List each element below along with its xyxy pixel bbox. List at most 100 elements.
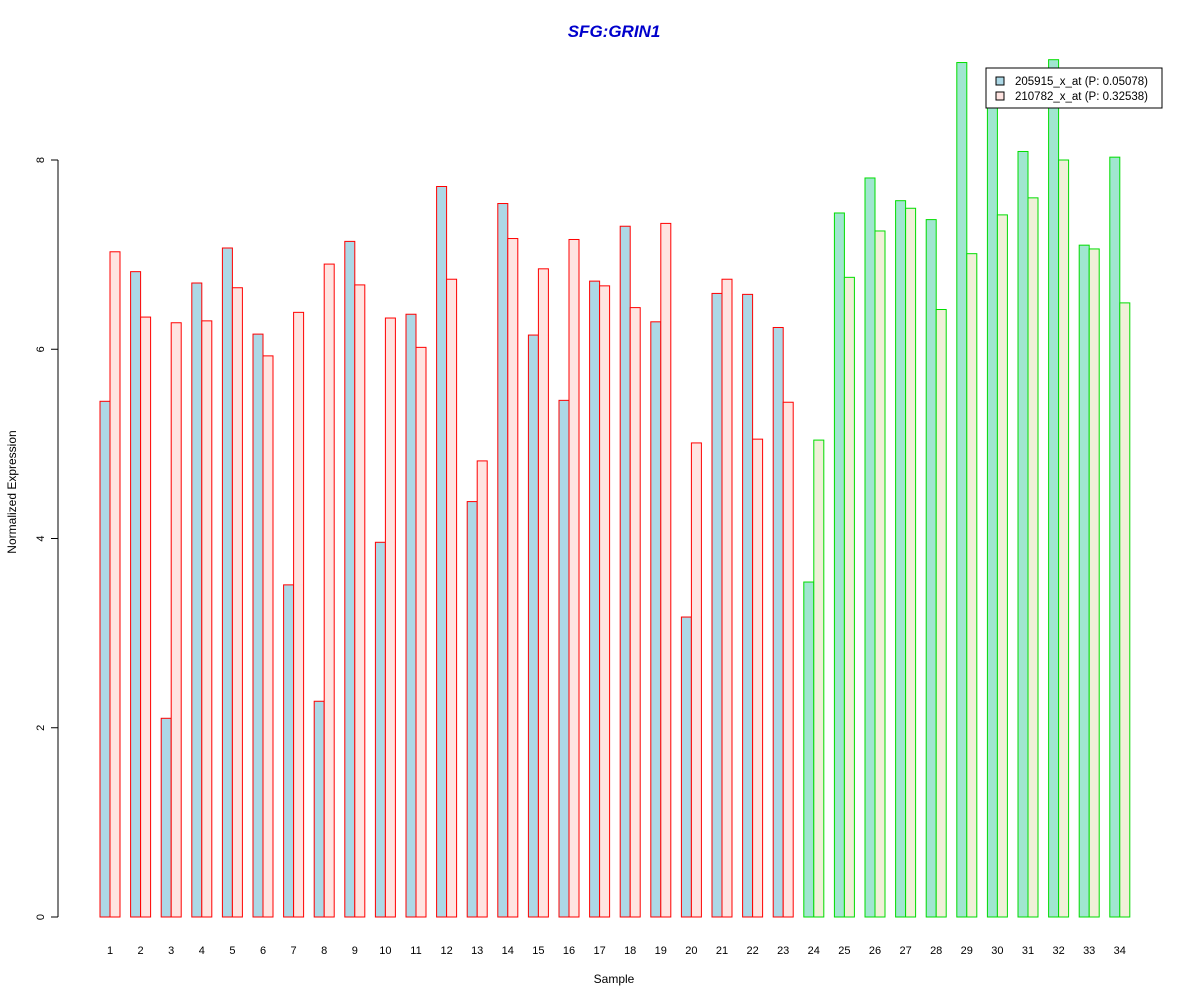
bar-s1-sample-31 (1017, 150, 1029, 918)
legend-swatch (995, 76, 1005, 86)
bar-s2-sample-25 (843, 276, 855, 918)
legend-entry: 205915_x_at (P: 0.05078) (1015, 76, 1148, 88)
bar-s1-sample-18 (619, 225, 631, 918)
x-tick-label: 29 (961, 945, 973, 957)
x-tick-label: 9 (352, 945, 358, 957)
bar-s1-sample-19 (650, 321, 662, 918)
x-axis-label: Sample (594, 972, 635, 986)
bar-s2-sample-34 (1119, 302, 1131, 918)
x-tick-label: 30 (991, 945, 1003, 957)
bar-s1-sample-5 (221, 247, 233, 918)
bar-s1-sample-27 (895, 200, 907, 918)
x-tick-label: 12 (440, 945, 452, 957)
bar-s2-sample-1 (109, 251, 121, 918)
legend: 205915_x_at (P: 0.05078) 210782_x_at (P: … (985, 67, 1163, 109)
legend-entry: 210782_x_at (P: 0.32538) (1015, 91, 1148, 103)
bar-s1-sample-7 (283, 584, 295, 918)
bar-s2-sample-6 (262, 355, 274, 918)
x-tick-label: 8 (321, 945, 327, 957)
legend-box (985, 67, 1163, 109)
x-tick-label: 4 (199, 945, 205, 957)
bar-s2-sample-13 (476, 460, 488, 918)
y-tick-label: 0 (35, 914, 47, 920)
bar-s1-sample-25 (833, 212, 845, 918)
x-tick-label: 1 (107, 945, 113, 957)
x-tick-label: 10 (379, 945, 391, 957)
bar-s2-sample-20 (690, 442, 702, 918)
x-tick-label: 7 (291, 945, 297, 957)
x-tick-label: 21 (716, 945, 728, 957)
x-tick-label: 31 (1022, 945, 1034, 957)
y-tick-label: 4 (35, 535, 47, 541)
bar-s1-sample-17 (589, 280, 601, 918)
bar-s1-sample-32 (1048, 59, 1060, 918)
y-tick-label: 2 (35, 725, 47, 731)
bar-s2-sample-22 (752, 438, 764, 918)
x-axis: 1 2 3 4 5 6 7 8 9 10 11 12 13 14 15 16 17 18 19 20 21 22 23 24 2… (107, 945, 1126, 957)
x-tick-label: 18 (624, 945, 636, 957)
y-tick-label: 8 (35, 157, 47, 163)
bar-s2-sample-33 (1088, 248, 1100, 918)
x-tick-label: 27 (899, 945, 911, 957)
bar-s1-sample-10 (374, 541, 386, 918)
y-axis-label: Normalized Expression (5, 430, 19, 553)
x-tick-label: 15 (532, 945, 544, 957)
bar-s1-sample-15 (527, 334, 539, 918)
bar-s1-sample-33 (1078, 244, 1090, 918)
bar-s2-sample-14 (507, 238, 519, 918)
bar-s2-sample-27 (905, 207, 917, 918)
bar-s2-sample-5 (231, 287, 243, 918)
bar-s2-sample-3 (170, 322, 182, 918)
x-tick-label: 2 (138, 945, 144, 957)
x-tick-label: 33 (1083, 945, 1095, 957)
bar-s1-sample-14 (497, 203, 509, 918)
bars-layer (99, 59, 1131, 918)
bar-s2-sample-26 (874, 230, 886, 918)
x-tick-label: 28 (930, 945, 942, 957)
x-tick-label: 25 (838, 945, 850, 957)
bar-s2-sample-23 (782, 401, 794, 918)
bar-s1-sample-30 (986, 104, 998, 918)
chart-title: SFG:GRIN1 (568, 22, 661, 41)
bar-s1-sample-26 (864, 177, 876, 918)
bar-s2-sample-19 (660, 222, 672, 918)
bar-s1-sample-29 (956, 62, 968, 918)
x-tick-label: 22 (746, 945, 758, 957)
bar-s1-sample-6 (252, 333, 264, 918)
bar-s1-sample-1 (99, 400, 111, 918)
x-tick-label: 3 (168, 945, 174, 957)
bar-s1-sample-23 (772, 326, 784, 918)
bar-s2-sample-7 (293, 311, 305, 918)
x-tick-label: 34 (1114, 945, 1126, 957)
x-tick-label: 23 (777, 945, 789, 957)
bar-s2-sample-11 (415, 346, 427, 918)
x-tick-label: 26 (869, 945, 881, 957)
y-tick-label: 6 (35, 346, 47, 352)
x-tick-label: 5 (229, 945, 235, 957)
bar-s2-sample-17 (599, 285, 611, 918)
bar-s1-sample-24 (803, 581, 815, 918)
bar-s1-sample-22 (742, 293, 754, 918)
x-tick-label: 17 (593, 945, 605, 957)
legend-swatch (995, 91, 1005, 101)
x-tick-label: 6 (260, 945, 266, 957)
bar-s2-sample-4 (201, 320, 213, 918)
bar-s1-sample-3 (160, 717, 172, 918)
bar-s1-sample-4 (191, 282, 203, 918)
bar-s1-sample-9 (344, 240, 356, 918)
bar-s2-sample-28 (935, 309, 947, 918)
x-tick-label: 11 (410, 945, 421, 957)
bar-s1-sample-28 (925, 219, 937, 918)
bar-s2-sample-10 (384, 317, 396, 918)
y-axis: 0 2 4 6 8 (35, 157, 59, 920)
bar-s2-sample-15 (537, 268, 549, 918)
bar-s2-sample-31 (1027, 197, 1039, 918)
x-tick-label: 13 (471, 945, 483, 957)
bar-s1-sample-2 (130, 271, 142, 918)
bar-s1-sample-12 (436, 185, 448, 918)
bar-s2-sample-18 (629, 307, 641, 918)
bar-s2-sample-21 (721, 278, 733, 918)
bar-s2-sample-8 (323, 263, 335, 918)
bar-s1-sample-20 (680, 616, 692, 918)
